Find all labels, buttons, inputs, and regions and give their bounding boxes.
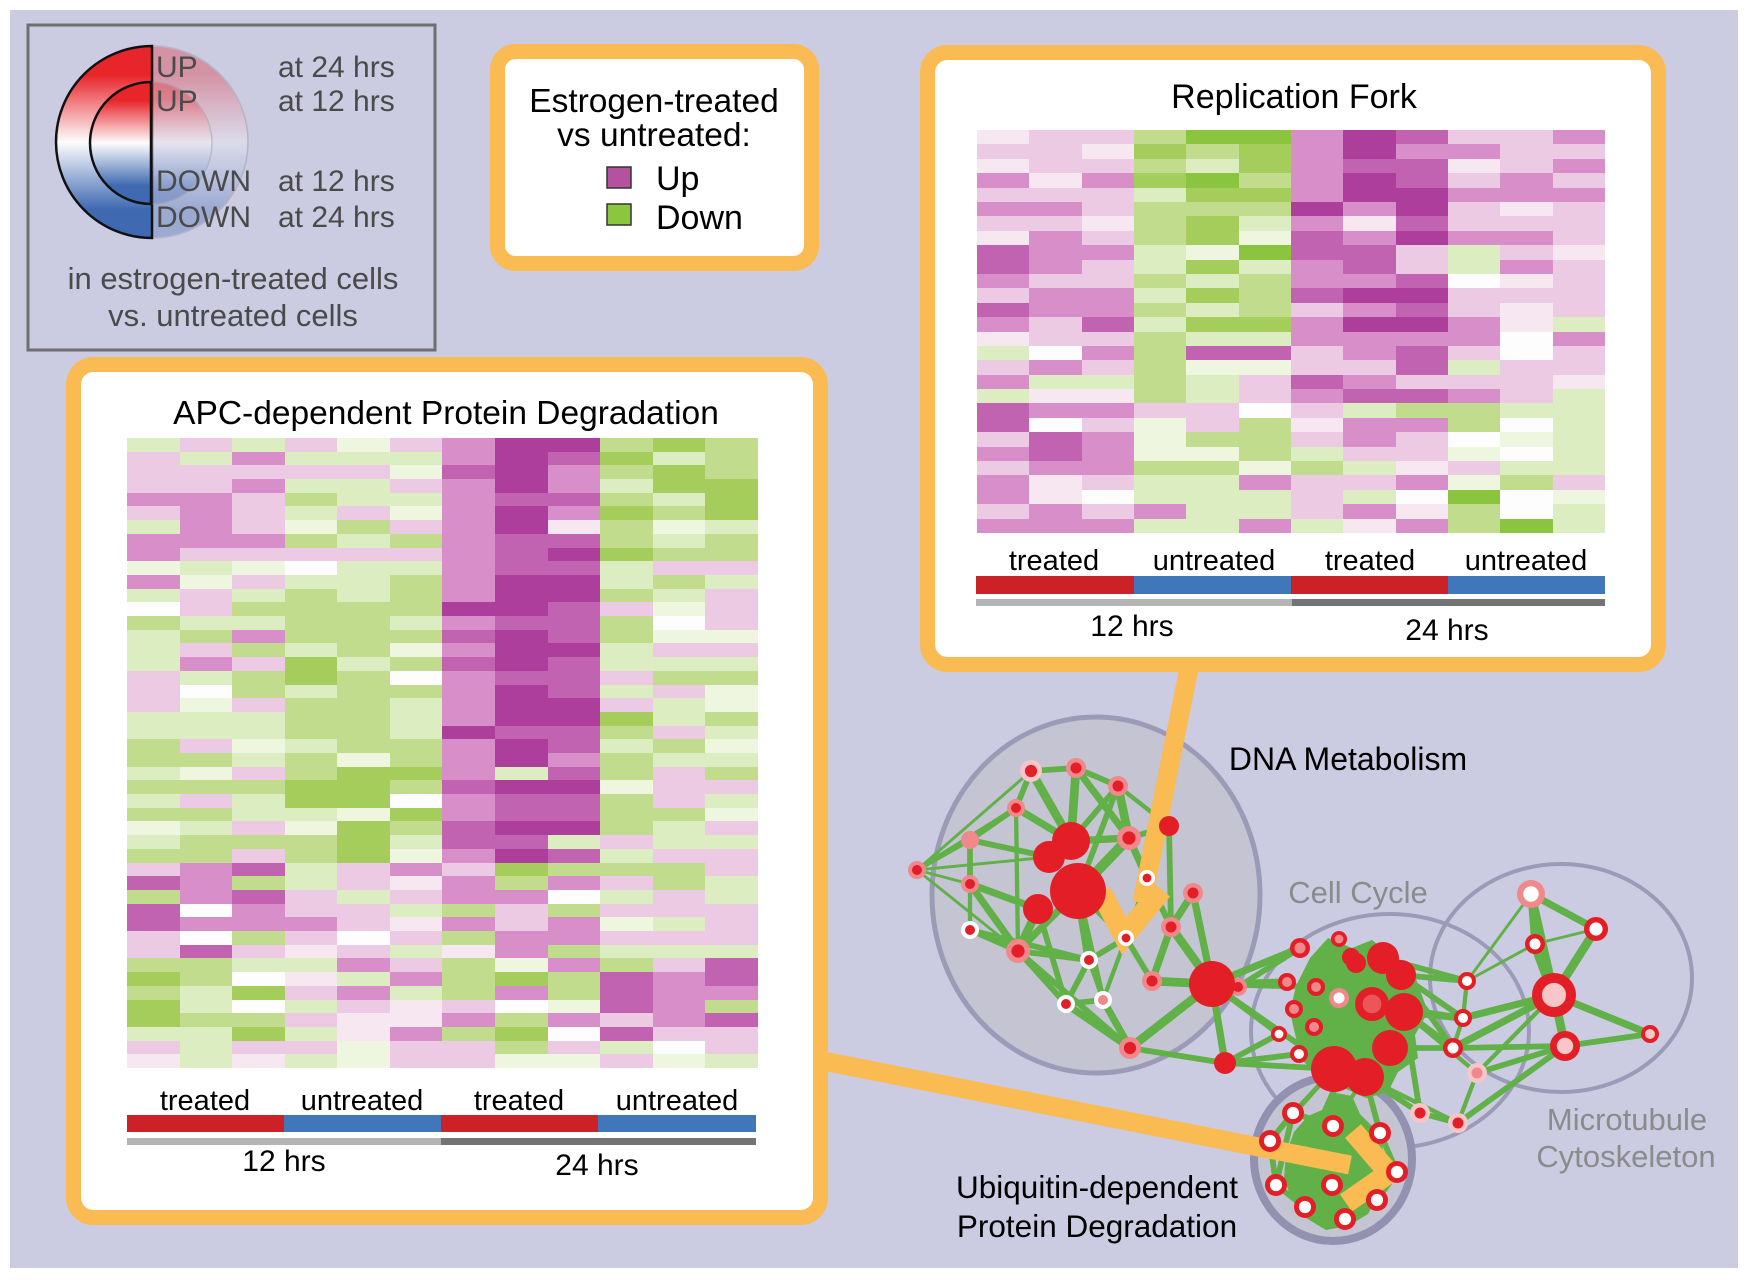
svg-text:in estrogen-treated cells: in estrogen-treated cells (68, 261, 399, 296)
svg-text:Protein Degradation: Protein Degradation (957, 1208, 1237, 1244)
svg-text:UP: UP (156, 85, 198, 118)
svg-text:Up: Up (656, 160, 699, 198)
svg-text:at 12 hrs: at 12 hrs (278, 165, 395, 198)
svg-text:24 hrs: 24 hrs (1405, 614, 1488, 647)
svg-text:APC-dependent Protein Degradat: APC-dependent Protein Degradation (173, 395, 719, 432)
svg-text:at 12 hrs: at 12 hrs (278, 85, 395, 118)
svg-text:treated: treated (160, 1085, 250, 1117)
svg-text:UP: UP (156, 51, 198, 84)
svg-text:DOWN: DOWN (156, 201, 251, 234)
svg-text:Cytoskeleton: Cytoskeleton (1536, 1139, 1715, 1174)
svg-text:12 hrs: 12 hrs (242, 1145, 325, 1178)
svg-text:12 hrs: 12 hrs (1090, 610, 1173, 643)
svg-text:Ubiquitin-dependent: Ubiquitin-dependent (956, 1169, 1238, 1205)
svg-text:Replication Fork: Replication Fork (1171, 78, 1418, 116)
svg-text:at 24 hrs: at 24 hrs (278, 51, 395, 84)
svg-text:treated: treated (1325, 545, 1415, 577)
svg-text:treated: treated (474, 1085, 564, 1117)
svg-text:untreated: untreated (301, 1085, 424, 1117)
svg-text:untreated: untreated (1465, 545, 1588, 577)
svg-text:DOWN: DOWN (156, 165, 251, 198)
svg-text:DNA Metabolism: DNA Metabolism (1229, 741, 1467, 777)
svg-text:untreated: untreated (1153, 545, 1276, 577)
svg-text:Down: Down (656, 199, 743, 237)
svg-text:Estrogen-treated: Estrogen-treated (529, 83, 779, 120)
svg-text:Cell Cycle: Cell Cycle (1288, 875, 1428, 910)
svg-text:Microtubule: Microtubule (1547, 1102, 1707, 1137)
svg-text:vs untreated:: vs untreated: (557, 117, 751, 154)
svg-text:24 hrs: 24 hrs (555, 1149, 638, 1182)
svg-text:at 24 hrs: at 24 hrs (278, 201, 395, 234)
svg-text:untreated: untreated (616, 1085, 739, 1117)
svg-text:vs. untreated cells: vs. untreated cells (108, 298, 358, 333)
svg-text:treated: treated (1009, 545, 1099, 577)
